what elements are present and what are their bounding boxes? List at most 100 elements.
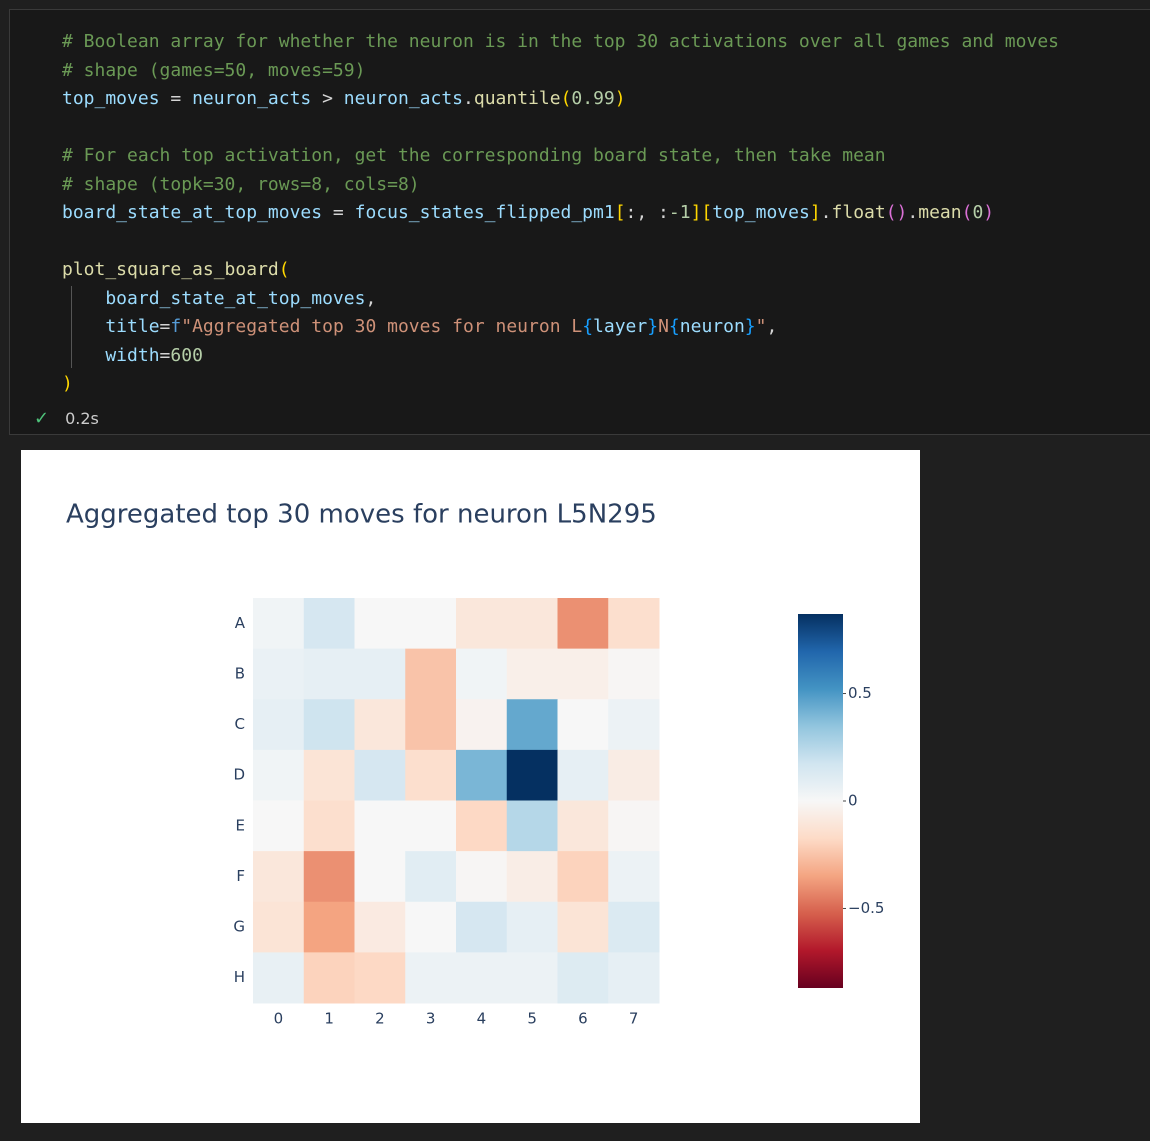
indent-guide bbox=[71, 286, 72, 368]
chart: Aggregated top 30 moves for neuron L5N29… bbox=[21, 450, 920, 1123]
heatmap-cell bbox=[557, 598, 609, 650]
code-line: # For each top activation, get the corre… bbox=[62, 142, 1059, 171]
heatmap-cell bbox=[608, 749, 660, 801]
y-tick-label: D bbox=[233, 766, 245, 784]
heatmap-cell bbox=[354, 851, 406, 903]
heatmap-cell bbox=[405, 699, 457, 751]
heatmap-cell bbox=[253, 749, 305, 801]
heatmap-cell bbox=[253, 901, 305, 953]
heatmap-cell bbox=[253, 952, 305, 1004]
heatmap-cell bbox=[557, 749, 609, 801]
code-line: # shape (topk=30, rows=8, cols=8) bbox=[62, 171, 1059, 200]
heatmap-cell bbox=[456, 901, 508, 953]
code-token: top_moves bbox=[62, 88, 160, 109]
code-line: # shape (games=50, moves=59) bbox=[62, 57, 1059, 86]
code-line: title=f"Aggregated top 30 moves for neur… bbox=[62, 313, 1059, 342]
code-token: = bbox=[159, 316, 171, 337]
heatmap-cell bbox=[557, 851, 609, 903]
code-token: 0 bbox=[972, 202, 984, 223]
code-line bbox=[62, 228, 1059, 257]
heatmap-cell bbox=[557, 901, 609, 953]
code-token: # shape (topk=30, rows=8, cols=8) bbox=[62, 173, 420, 195]
y-tick-label: E bbox=[236, 816, 245, 834]
y-tick-label: C bbox=[235, 715, 245, 733]
heatmap-cell bbox=[608, 800, 660, 852]
code-token: # For each top activation, get the corre… bbox=[62, 145, 886, 166]
code-token: = bbox=[159, 88, 193, 109]
heatmap-cell bbox=[303, 952, 355, 1004]
y-tick-label: A bbox=[235, 614, 246, 632]
code-token: = bbox=[322, 202, 355, 223]
heatmap-cell bbox=[506, 952, 558, 1004]
code-token: neuron_acts bbox=[343, 88, 464, 109]
heatmap-cell bbox=[253, 800, 305, 852]
code-line: width=600 bbox=[62, 342, 1059, 371]
y-tick-label: H bbox=[234, 968, 245, 986]
heatmap-cell bbox=[506, 851, 558, 903]
code-token: ) bbox=[62, 373, 73, 394]
code-token: ( bbox=[278, 259, 290, 280]
heatmap-cell bbox=[506, 648, 558, 700]
heatmap-cell bbox=[456, 648, 508, 700]
heatmap-cell bbox=[253, 851, 305, 903]
heatmap-cell bbox=[608, 851, 660, 903]
y-tick-label: B bbox=[235, 664, 245, 682]
status-icon: ✓ bbox=[34, 408, 50, 429]
code-token: # Boolean array for whether the neuron i… bbox=[62, 31, 1059, 52]
code-token: board_state_at_top_moves bbox=[62, 202, 323, 223]
code-token: } bbox=[647, 316, 659, 337]
code-token: neuron bbox=[679, 316, 745, 337]
code-token: . bbox=[820, 202, 832, 223]
heatmap-cell bbox=[456, 598, 508, 650]
colorbar-tick-label: −0.5 bbox=[848, 899, 884, 917]
code-token: # shape (games=50, moves=59) bbox=[62, 59, 366, 81]
duration: 0.2s bbox=[65, 409, 99, 428]
code-token: " bbox=[755, 316, 767, 337]
x-tick-label: 7 bbox=[629, 1010, 639, 1028]
heatmap-cell bbox=[405, 648, 457, 700]
heatmap-cell bbox=[608, 699, 660, 751]
code-token: = bbox=[159, 344, 171, 366]
code-line bbox=[62, 114, 1059, 143]
x-tick-label: 3 bbox=[426, 1010, 436, 1028]
code-token: 0.99 bbox=[571, 88, 615, 109]
code-token: ( bbox=[961, 202, 973, 223]
heatmap-cell bbox=[253, 699, 305, 751]
code-token: f bbox=[170, 316, 182, 337]
code-token: board_state_at_top_moves bbox=[62, 287, 366, 309]
heatmap-cell bbox=[456, 749, 508, 801]
x-tick-label: 2 bbox=[375, 1010, 385, 1028]
code-token: { bbox=[668, 316, 680, 337]
code-token: 600 bbox=[170, 344, 203, 366]
heatmap-cell bbox=[303, 749, 355, 801]
code-line: board_state_at_top_moves, bbox=[62, 285, 1059, 314]
code-token: width bbox=[62, 344, 160, 366]
y-tick-label: F bbox=[236, 867, 245, 885]
heatmap-cell bbox=[354, 901, 406, 953]
code-token: ( bbox=[560, 88, 572, 109]
code-token: float bbox=[831, 202, 886, 223]
heatmap-cell bbox=[354, 598, 406, 650]
code-token: plot_square_as_board bbox=[62, 259, 279, 280]
code-line: ) bbox=[62, 370, 1059, 399]
heatmap-cell bbox=[557, 952, 609, 1004]
code-cell: # Boolean array for whether the neuron i… bbox=[9, 9, 1150, 435]
code-token: [ bbox=[614, 202, 626, 223]
heatmap-cell bbox=[405, 800, 457, 852]
heatmap-cell bbox=[405, 749, 457, 801]
code-line: board_state_at_top_moves = focus_states_… bbox=[62, 199, 1059, 228]
heatmap-cell bbox=[456, 699, 508, 751]
code-line: top_moves = neuron_acts > neuron_acts.qu… bbox=[62, 85, 1059, 114]
colorbar-tick-label: 0 bbox=[848, 792, 858, 810]
code-token: -1 bbox=[668, 202, 691, 223]
code-token: ] bbox=[809, 202, 821, 223]
heatmap-cell bbox=[303, 901, 355, 953]
heatmap-cell bbox=[456, 800, 508, 852]
code-token: } bbox=[744, 316, 756, 337]
heatmap-cell bbox=[608, 901, 660, 953]
code: # Boolean array for whether the neuron i… bbox=[62, 28, 1059, 399]
code-token: , bbox=[766, 316, 778, 337]
chart-title: Aggregated top 30 moves for neuron L5N29… bbox=[66, 500, 657, 530]
code-token: neuron_acts bbox=[192, 88, 312, 109]
